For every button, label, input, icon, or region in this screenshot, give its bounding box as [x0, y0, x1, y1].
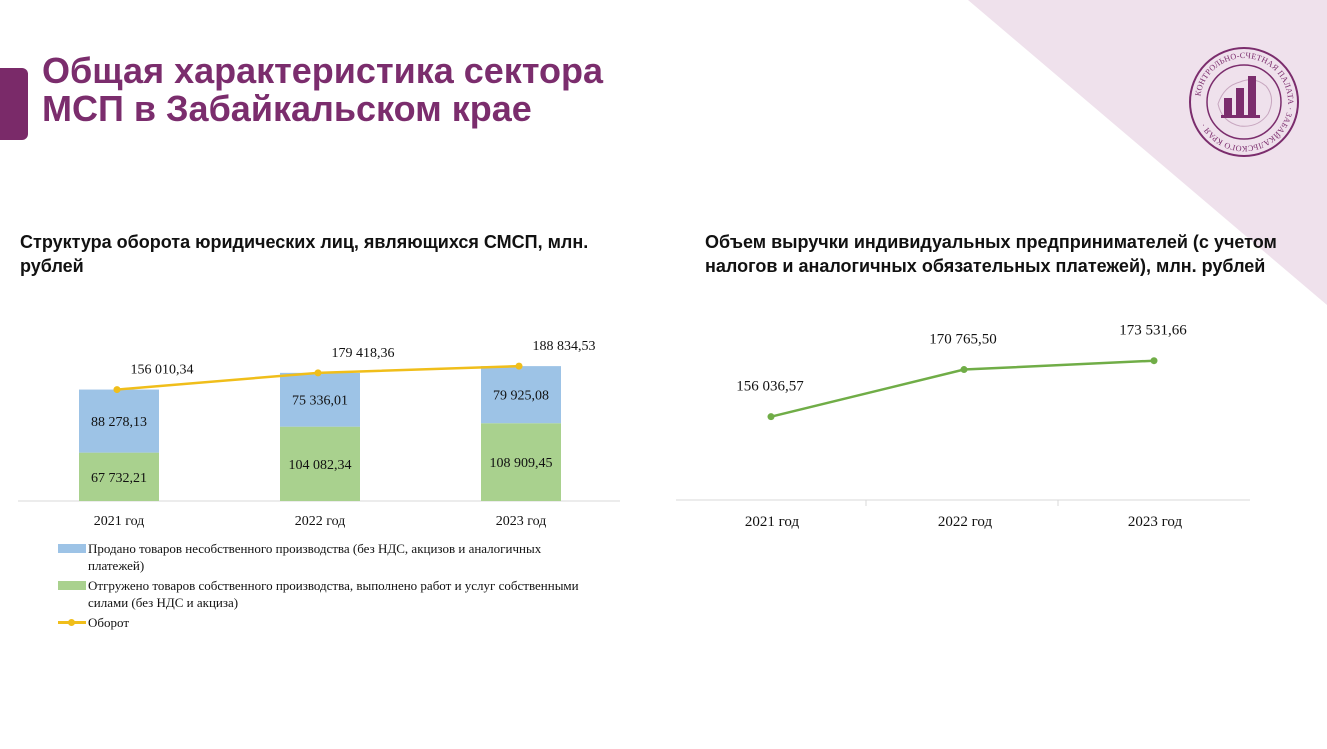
data-label-resold-goods: 88 278,13	[91, 415, 147, 430]
x-tick-label: 2023 год	[496, 514, 547, 529]
turnover-point	[314, 369, 322, 377]
page-title: Общая характеристика сектора МСП в Забай…	[42, 52, 762, 128]
turnover-point	[515, 362, 523, 370]
legend-swatch-line	[58, 614, 86, 631]
bar-resold-goods	[79, 389, 159, 453]
x-tick-label: 2022 год	[295, 514, 346, 529]
legend-swatch-green	[58, 581, 86, 590]
legend-label-own-production: Отгружено товаров собственного производс…	[88, 578, 579, 610]
bar-own-production	[481, 423, 561, 501]
data-label-own-production: 67 732,21	[91, 471, 147, 486]
ip-revenue-point	[960, 366, 968, 374]
bar-resold-goods	[280, 372, 360, 427]
data-label-ip-revenue: 173 531,66	[1119, 323, 1187, 339]
chart-1-legend: Продано товаров несобственного производс…	[58, 540, 598, 634]
data-label-resold-goods: 79 925,08	[493, 389, 549, 404]
data-label-turnover: 188 834,53	[533, 339, 596, 354]
svg-text:КОНТРОЛЬНО-СЧЕТНАЯ ПАЛАТА · ЗА: КОНТРОЛЬНО-СЧЕТНАЯ ПАЛАТА · ЗАБАЙКАЛЬСКО…	[1193, 51, 1295, 153]
data-label-resold-goods: 75 336,01	[292, 394, 348, 409]
data-label-own-production: 104 082,34	[289, 458, 352, 473]
chart-2-title: Объем выручки индивидуальных предпринима…	[705, 232, 1277, 276]
chart-1-title: Структура оборота юридических лиц, являю…	[20, 232, 589, 276]
page-title-line-2: МСП в Забайкальском крае	[42, 88, 532, 129]
data-label-turnover: 156 010,34	[131, 363, 194, 378]
turnover-point	[113, 386, 121, 394]
legend-label-resold-goods: Продано товаров несобственного производс…	[88, 541, 542, 573]
legend-item-resold-goods: Продано товаров несобственного производс…	[58, 540, 598, 574]
legend-item-own-production: Отгружено товаров собственного производс…	[58, 577, 598, 611]
x-tick-label: 2022 год	[938, 514, 993, 530]
data-label-ip-revenue: 170 765,50	[929, 332, 997, 348]
x-tick-label: 2021 год	[745, 514, 800, 530]
title-accent-bar	[0, 68, 28, 140]
bar-chart-seal-icon: КОНТРОЛЬНО-СЧЕТНАЯ ПАЛАТА · ЗАБАЙКАЛЬСКО…	[1189, 47, 1299, 157]
ip-revenue-chart: 156 036,57 2021 год 170 765,50 2022 год 173 …	[676, 323, 1250, 530]
turnover-structure-chart: 67 732,21 88 278,13 2021 год 104 082,34 75 3…	[18, 339, 620, 529]
ip-revenue-point	[1150, 357, 1158, 365]
legend-swatch-blue	[58, 544, 86, 553]
logo-seal-text: КОНТРОЛЬНО-СЧЕТНАЯ ПАЛАТА · ЗАБАЙКАЛЬСКО…	[1193, 51, 1294, 153]
bar-own-production	[280, 426, 360, 501]
bar-resold-goods	[481, 366, 561, 424]
bar-own-production	[79, 452, 159, 501]
page-title-line-1: Общая характеристика сектора	[42, 50, 603, 91]
x-tick-label: 2021 год	[94, 514, 145, 529]
legend-item-turnover: Оборот	[58, 614, 598, 631]
data-label-own-production: 108 909,45	[490, 456, 553, 471]
ip-revenue-point	[767, 413, 775, 421]
x-tick-label: 2023 год	[1128, 514, 1183, 530]
data-label-turnover: 179 418,36	[332, 346, 395, 361]
data-label-ip-revenue: 156 036,57	[736, 379, 804, 395]
legend-label-turnover: Оборот	[88, 615, 130, 630]
